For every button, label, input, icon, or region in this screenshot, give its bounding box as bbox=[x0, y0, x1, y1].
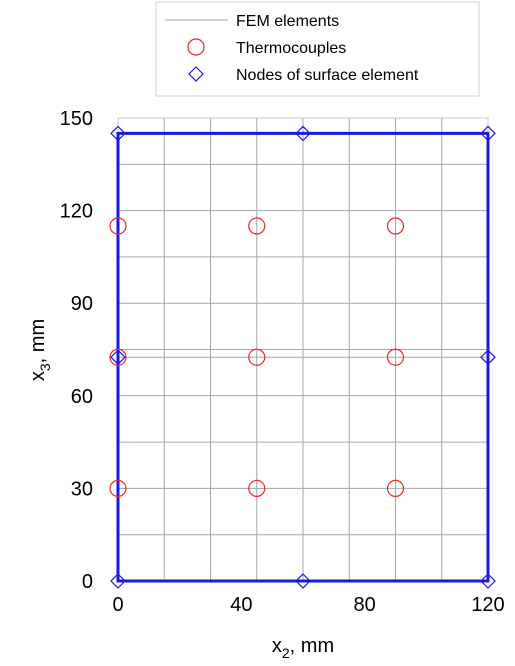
y-axis-label: x3, mm bbox=[27, 319, 53, 381]
surface-node-point bbox=[480, 349, 496, 366]
legend-box bbox=[155, 1, 480, 97]
surface-node-point bbox=[480, 125, 496, 142]
axis-labels: x2, mm x3, mm bbox=[27, 319, 334, 661]
y-tick-label: 30 bbox=[71, 478, 93, 500]
surface-element-outline bbox=[116, 131, 490, 583]
x-tick-label: 40 bbox=[230, 594, 252, 616]
surface-node-point bbox=[295, 573, 311, 589]
legend-label-thermocouples: Thermocouples bbox=[236, 40, 346, 57]
thermocouple-point bbox=[386, 348, 405, 366]
thermocouple-point bbox=[248, 348, 266, 366]
thermocouple-point bbox=[248, 479, 266, 497]
surface-node-point bbox=[110, 573, 126, 589]
surface-node-point bbox=[110, 125, 126, 142]
data-points bbox=[109, 125, 496, 589]
tick-labels: 0 40 80 120 0 30 60 90 120 150 bbox=[60, 108, 505, 616]
thermocouple-point bbox=[386, 479, 405, 497]
x-axis-label: x2, mm bbox=[272, 635, 334, 661]
thermocouple-point bbox=[109, 479, 127, 497]
surface-node-point bbox=[110, 349, 126, 366]
y-tick-label: 0 bbox=[82, 571, 93, 593]
y-tick-label: 60 bbox=[71, 386, 93, 408]
surface-node-point bbox=[480, 573, 496, 589]
legend-label-fem-elements: FEM elements bbox=[236, 13, 339, 30]
thermocouple-point bbox=[109, 217, 127, 235]
thermocouple-point bbox=[109, 348, 127, 366]
y-tick-label: 150 bbox=[60, 108, 93, 130]
surface-node-point bbox=[295, 125, 311, 142]
x-tick-label: 0 bbox=[112, 594, 123, 616]
y-tick-label: 90 bbox=[71, 293, 93, 315]
legend: FEM elements Thermocouples Nodes of surfac… bbox=[155, 1, 480, 97]
y-tick-label: 120 bbox=[60, 201, 93, 223]
fem-elements bbox=[118, 118, 488, 581]
x-tick-label: 80 bbox=[354, 594, 376, 616]
surface-element-boundary bbox=[116, 131, 490, 583]
thermocouple-point bbox=[248, 217, 266, 235]
legend-node-swatch bbox=[188, 66, 204, 82]
x-tick-label: 120 bbox=[471, 594, 504, 616]
legend-label-nodes: Nodes of surface element bbox=[236, 67, 419, 84]
thermocouple-point bbox=[386, 217, 405, 235]
legend-thermocouple-swatch bbox=[187, 38, 205, 56]
